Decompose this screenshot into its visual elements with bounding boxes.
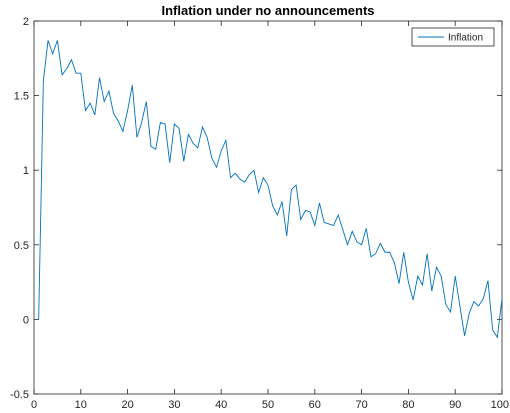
- x-tick-label: 0: [31, 399, 37, 411]
- axis-ticks: [33, 20, 503, 395]
- axis-tick-labels: 0 10 20 30 40 50 60 70 80 90 100-0.500.511.52: [10, 16, 509, 411]
- x-tick-label: 20: [121, 399, 133, 411]
- series-line-inflation: [38, 40, 503, 339]
- x-tick-label: 90: [449, 399, 461, 411]
- chart-title: Inflation under no announcements: [161, 3, 374, 18]
- x-tick-label: 10: [75, 399, 87, 411]
- y-tick-label: 1: [23, 165, 29, 177]
- legend: Inflation: [411, 27, 495, 47]
- x-tick-label: 70: [355, 399, 367, 411]
- plot-frame: [33, 20, 503, 395]
- x-tick-label: 100: [491, 399, 509, 411]
- x-tick-label: 80: [402, 399, 414, 411]
- legend-label-inflation: Inflation: [448, 33, 483, 44]
- y-tick-label: 0.5: [14, 240, 29, 252]
- y-tick-label: -0.5: [10, 389, 29, 401]
- x-tick-label: 30: [168, 399, 180, 411]
- y-tick-label: 1.5: [14, 91, 29, 103]
- y-tick-label: 2: [23, 16, 29, 28]
- x-tick-label: 50: [262, 399, 274, 411]
- legend-box: [411, 27, 495, 47]
- x-tick-label: 60: [309, 399, 321, 411]
- x-tick-label: 40: [215, 399, 227, 411]
- y-tick-label: 0: [23, 314, 29, 326]
